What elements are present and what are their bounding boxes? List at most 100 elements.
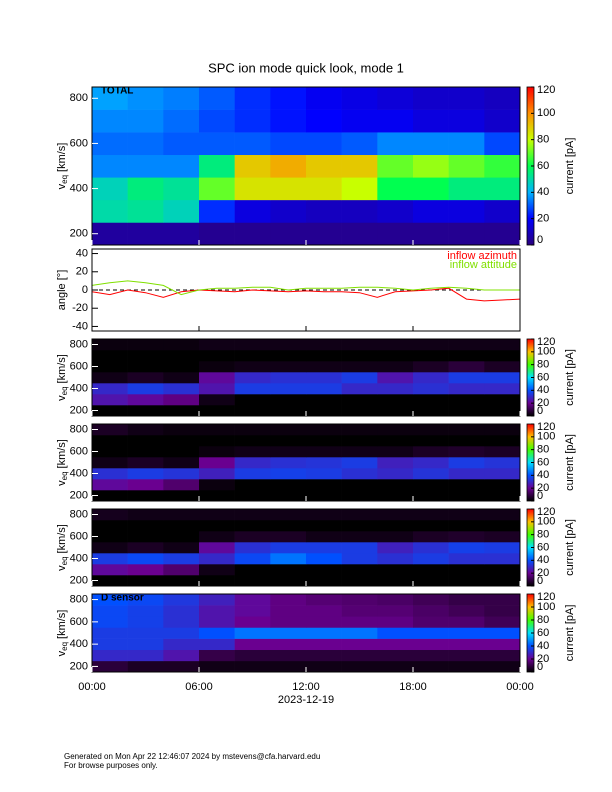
heatmap-cell <box>127 490 164 502</box>
heatmap-cell <box>270 520 307 532</box>
y-tick-label: 400 <box>70 182 88 194</box>
heatmap-cell <box>199 383 235 395</box>
heatmap-cell <box>341 132 378 156</box>
heatmap-cell <box>341 564 378 576</box>
footer-line: Generated on Mon Apr 22 12:46:07 2024 by… <box>64 752 320 761</box>
heatmap-cell <box>92 605 128 617</box>
heatmap-cell <box>341 87 378 110</box>
heatmap-cell <box>163 109 200 133</box>
heatmap-cell <box>377 383 414 395</box>
heatmap-cell <box>377 605 414 617</box>
colorbar-tick-label: 120 <box>537 336 555 348</box>
heatmap-cell <box>448 605 485 617</box>
heatmap-cell <box>306 177 342 201</box>
heatmap-cell <box>163 435 200 447</box>
heatmap-cell <box>234 627 271 639</box>
heatmap-cell <box>127 575 164 587</box>
colorbar-label: current [pA] <box>564 349 576 406</box>
data-line <box>91 287 521 302</box>
y-tick-label: 200 <box>70 228 88 240</box>
y-tick-label: 600 <box>70 616 88 628</box>
heatmap-cell <box>234 132 271 156</box>
heatmap-cell <box>92 564 128 576</box>
heatmap-cell <box>270 339 307 351</box>
colorbar-tick-label: 40 <box>537 640 549 652</box>
heatmap-cell <box>163 660 200 673</box>
heatmap-cell <box>484 490 521 502</box>
heatmap-cell <box>341 468 378 480</box>
heatmap-cell <box>484 350 521 362</box>
y-tick-label: 800 <box>70 92 88 104</box>
heatmap-cell <box>448 424 485 436</box>
heatmap-cell <box>199 350 235 362</box>
heatmap-cell <box>306 564 342 576</box>
heatmap-cell <box>234 638 271 651</box>
heatmap-cell <box>484 649 521 662</box>
heatmap-cell <box>270 109 307 133</box>
heatmap-cell <box>92 372 128 384</box>
heatmap-cell <box>92 594 128 606</box>
heatmap-cell <box>270 177 307 201</box>
heatmap-cell <box>234 490 271 502</box>
heatmap-cell <box>413 649 449 662</box>
heatmap-cell <box>306 199 342 223</box>
colorbar-tick-label: 40 <box>537 384 549 396</box>
heatmap-cell <box>413 638 449 651</box>
heatmap-cell <box>163 520 200 532</box>
heatmap-cell <box>306 87 342 110</box>
heatmap-cell <box>163 564 200 576</box>
y-tick-label: 40 <box>76 247 88 259</box>
heatmap-cell <box>127 87 164 110</box>
heatmap-cell <box>448 339 485 351</box>
y-tick-label: 400 <box>70 638 88 650</box>
heatmap-cell <box>341 394 378 406</box>
heatmap-cell <box>484 457 521 469</box>
y-tick-label: 200 <box>70 404 88 416</box>
heatmap-cell <box>341 199 378 223</box>
heatmap-cell <box>341 575 378 587</box>
heatmap-cell <box>127 109 164 133</box>
heatmap-cell <box>199 361 235 373</box>
heatmap-cell <box>448 542 485 554</box>
heatmap-cell <box>377 575 414 587</box>
heatmap-cell <box>413 564 449 576</box>
heatmap-cell <box>199 531 235 543</box>
x-axis-label: 2023-12-19 <box>278 694 334 706</box>
heatmap-cell <box>127 553 164 565</box>
heatmap-cell <box>413 446 449 458</box>
heatmap-cell <box>92 575 128 587</box>
heatmap-cell <box>163 531 200 543</box>
heatmap-cell <box>306 490 342 502</box>
heatmap-cell <box>448 616 485 628</box>
heatmap-cell <box>92 383 128 395</box>
heatmap-cell <box>413 616 449 628</box>
heatmap-cell <box>234 660 271 673</box>
panel-annotation: TOTAL <box>101 86 133 97</box>
heatmap-cell <box>199 372 235 384</box>
heatmap-cell <box>127 446 164 458</box>
heatmap-cell <box>270 361 307 373</box>
heatmap-cell <box>484 479 521 491</box>
heatmap-cell <box>377 361 414 373</box>
heatmap-cell <box>270 394 307 406</box>
heatmap-cell <box>270 509 307 521</box>
heatmap-cell <box>234 339 271 351</box>
heatmap-cell <box>306 553 342 565</box>
heatmap-cell <box>306 339 342 351</box>
heatmap-cell <box>163 383 200 395</box>
heatmap-cell <box>234 109 271 133</box>
heatmap-cell <box>448 531 485 543</box>
heatmap-cell <box>234 468 271 480</box>
heatmap-cell <box>92 424 128 436</box>
heatmap-cell <box>92 132 128 156</box>
heatmap-cell <box>413 531 449 543</box>
heatmap-cell <box>127 177 164 201</box>
heatmap-cell <box>92 490 128 502</box>
heatmap-cell <box>484 564 521 576</box>
colorbar-tick-label: 100 <box>537 516 555 528</box>
heatmap-cell <box>127 405 164 417</box>
heatmap-cell <box>199 435 235 447</box>
heatmap-cell <box>413 177 449 201</box>
heatmap-cell <box>484 87 521 110</box>
